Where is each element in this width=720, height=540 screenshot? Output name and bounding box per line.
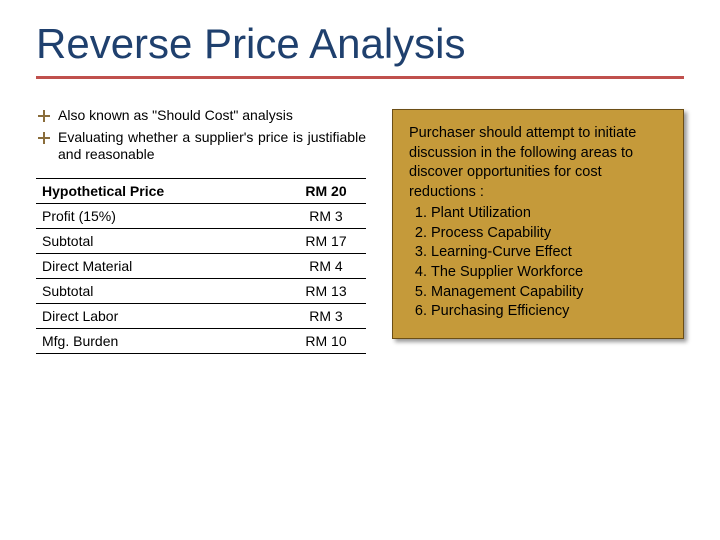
table-cell-label: Subtotal xyxy=(36,228,286,253)
table-cell-label: Hypothetical Price xyxy=(36,178,286,203)
table-cell-label: Direct Material xyxy=(36,253,286,278)
table-cell-value: RM 3 xyxy=(286,203,366,228)
slide-title: Reverse Price Analysis xyxy=(36,20,684,79)
table-row: Hypothetical Price RM 20 xyxy=(36,178,366,203)
table-cell-label: Subtotal xyxy=(36,278,286,303)
table-cell-label: Mfg. Burden xyxy=(36,328,286,353)
callout-item: Plant Utilization xyxy=(431,204,667,224)
table-row: Subtotal RM 17 xyxy=(36,228,366,253)
table-cell-value: RM 4 xyxy=(286,253,366,278)
table-cell-value: RM 10 xyxy=(286,328,366,353)
table-row: Direct Material RM 4 xyxy=(36,253,366,278)
table-cell-value: RM 3 xyxy=(286,303,366,328)
table-cell-value: RM 20 xyxy=(286,178,366,203)
table-row: Subtotal RM 13 xyxy=(36,278,366,303)
callout-item: The Supplier Workforce xyxy=(431,263,667,283)
bullet-list: Also known as "Should Cost" analysis Eva… xyxy=(36,107,366,164)
right-column: Purchaser should attempt to initiate dis… xyxy=(392,107,684,354)
table-cell-value: RM 17 xyxy=(286,228,366,253)
callout-item: Learning-Curve Effect xyxy=(431,243,667,263)
bullet-item: Evaluating whether a supplier's price is… xyxy=(36,129,366,164)
columns: Also known as "Should Cost" analysis Eva… xyxy=(36,107,684,354)
table-cell-label: Direct Labor xyxy=(36,303,286,328)
table-row: Direct Labor RM 3 xyxy=(36,303,366,328)
table-cell-value: RM 13 xyxy=(286,278,366,303)
callout-list: Plant Utilization Process Capability Lea… xyxy=(409,204,667,321)
price-table: Hypothetical Price RM 20 Profit (15%) RM… xyxy=(36,178,366,354)
callout-item: Process Capability xyxy=(431,224,667,244)
callout-item: Purchasing Efficiency xyxy=(431,302,667,322)
slide: Reverse Price Analysis Also known as "Sh… xyxy=(0,0,720,540)
table-cell-label: Profit (15%) xyxy=(36,203,286,228)
left-column: Also known as "Should Cost" analysis Eva… xyxy=(36,107,366,354)
bullet-item: Also known as "Should Cost" analysis xyxy=(36,107,366,125)
table-row: Profit (15%) RM 3 xyxy=(36,203,366,228)
callout-box: Purchaser should attempt to initiate dis… xyxy=(392,109,684,339)
callout-item: Management Capability xyxy=(431,283,667,303)
table-row: Mfg. Burden RM 10 xyxy=(36,328,366,353)
callout-intro: Purchaser should attempt to initiate dis… xyxy=(409,124,667,202)
